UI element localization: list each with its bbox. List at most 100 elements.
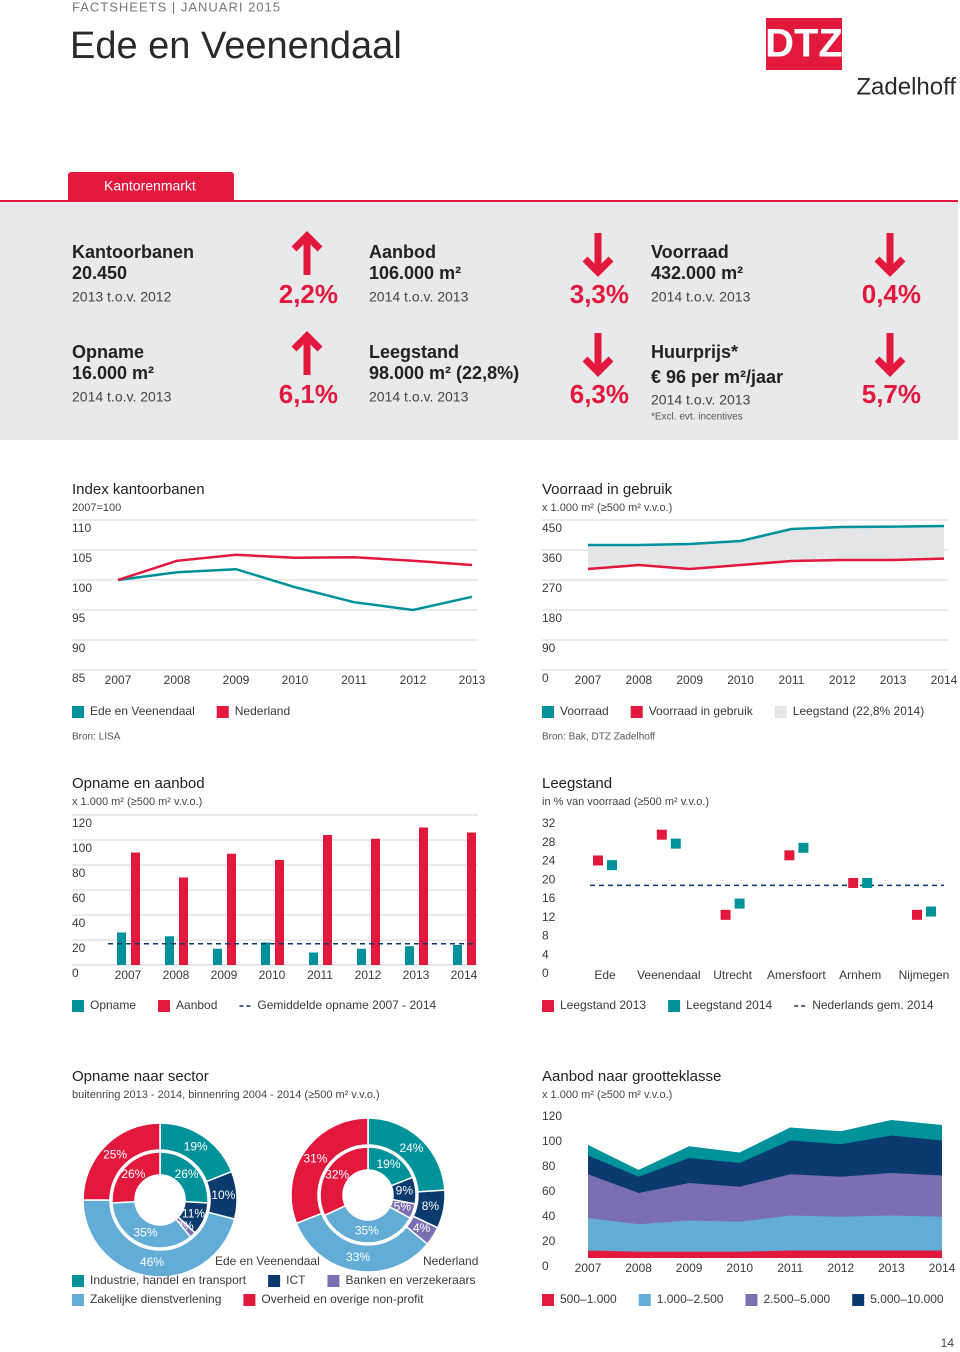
bar	[117, 932, 126, 965]
bar	[371, 838, 380, 965]
legend-label: Opname	[90, 998, 136, 1012]
trend-arrow	[582, 233, 614, 277]
x-tick-label: 2014	[451, 968, 478, 982]
donut-name: Nederland	[423, 1254, 478, 1268]
donut-label: 19%	[184, 1140, 208, 1154]
page-number: 14	[941, 1336, 955, 1350]
bar	[261, 942, 270, 965]
legend-label: Voorraad in gebruik	[649, 704, 754, 718]
kpi-period: 2013 t.o.v. 2012	[72, 289, 172, 305]
kpi-change: 0,4%	[862, 279, 921, 309]
donut-segment	[82, 1122, 161, 1201]
x-tick-label: 2008	[626, 673, 653, 687]
legend-swatch	[158, 1000, 171, 1012]
x-tick-label: Utrecht	[713, 968, 752, 982]
x-tick-label: Arnhem	[839, 968, 881, 982]
legend-label: 5.000–10.000	[870, 1292, 944, 1306]
dot	[848, 877, 859, 888]
x-tick-label: 2008	[163, 968, 190, 982]
donut-segment	[111, 1200, 192, 1249]
dot	[720, 909, 731, 920]
donut-label: 35%	[133, 1226, 157, 1240]
kpi-value: 106.000 m²	[369, 263, 461, 283]
y-tick-label: 16	[542, 891, 556, 905]
dot	[912, 909, 922, 920]
trend-arrow	[291, 331, 323, 375]
dot	[784, 850, 795, 861]
y-tick-label: 28	[542, 835, 556, 849]
bar	[165, 936, 174, 965]
line-series	[117, 567, 473, 612]
y-tick-label: 80	[542, 1159, 556, 1173]
x-tick-label: 2008	[164, 673, 191, 687]
x-tick-label: 2007	[575, 1261, 602, 1275]
legend-label: Overheid en overige non-profit	[261, 1292, 424, 1306]
dot	[656, 829, 667, 840]
chart-title: Leegstand	[542, 775, 612, 792]
chart-title: Opname naar sector	[72, 1068, 209, 1085]
y-tick-label: 85	[72, 671, 86, 685]
x-tick-label: 2011	[307, 968, 333, 982]
trend-arrow	[874, 233, 906, 277]
kpi-label: Opname	[72, 342, 144, 362]
trend-arrow	[582, 333, 614, 377]
legend-label: Leegstand 2013	[560, 998, 646, 1012]
legend-label: 500–1.000	[560, 1292, 617, 1306]
donut-label: 31%	[303, 1151, 327, 1165]
chart-title: Aanbod naar grootteklasse	[542, 1068, 721, 1085]
donut-label: 24%	[399, 1141, 423, 1155]
y-tick-label: 450	[542, 521, 562, 535]
donut-segment	[111, 1151, 161, 1204]
donut-label: 25%	[103, 1147, 127, 1161]
bar	[227, 853, 236, 965]
y-tick-label: 20	[542, 872, 556, 886]
donut-segment	[323, 1204, 412, 1244]
logo: DTZ	[765, 22, 843, 66]
donut-label: 5%	[394, 1200, 412, 1214]
bar	[275, 860, 284, 965]
x-tick-label: 2011	[779, 673, 805, 687]
legend-label: Nederlands gem. 2014	[812, 998, 934, 1012]
y-tick-label: 180	[542, 611, 562, 625]
legend-swatch	[216, 706, 229, 718]
y-tick-label: 60	[72, 891, 86, 905]
x-tick-label: 2013	[403, 968, 430, 982]
donut-label: 26%	[175, 1167, 199, 1181]
kpi-period: 2014 t.o.v. 2013	[651, 289, 751, 305]
bar	[405, 946, 414, 965]
panel-rule	[0, 200, 958, 202]
dot	[926, 906, 936, 917]
x-tick-label: 2008	[625, 1261, 652, 1275]
donut-segment	[290, 1117, 369, 1225]
x-tick-label: 2010	[726, 1261, 753, 1275]
brand: Zadelhoff	[856, 73, 956, 100]
area-band	[588, 1135, 942, 1193]
kpi-value: 432.000 m²	[651, 263, 743, 283]
x-tick-label: 2009	[676, 673, 703, 687]
y-tick-label: 90	[72, 641, 86, 655]
page-title: Ede en Veenendaal	[70, 25, 402, 67]
x-tick-label: 2010	[282, 673, 309, 687]
legend-label: 1.000–2.500	[657, 1292, 724, 1306]
donut-label: 10%	[211, 1188, 235, 1202]
y-tick-label: 110	[72, 521, 91, 535]
legend-swatch	[72, 1275, 84, 1287]
x-tick-label: 2009	[676, 1261, 703, 1275]
y-tick-label: 20	[542, 1234, 556, 1248]
kicker: FACTSHEETS | JANUARI 2015	[72, 0, 281, 14]
y-tick-label: 0	[72, 966, 79, 980]
trend-arrow	[874, 333, 906, 377]
legend-label: Voorraad	[560, 704, 609, 718]
y-tick-label: 40	[72, 916, 86, 930]
legend-label: Banken en verzekeraars	[345, 1273, 475, 1287]
kpi-label: Kantoorbanen	[72, 242, 194, 262]
donut-label: 35%	[355, 1224, 379, 1238]
bar	[131, 852, 140, 965]
donut-label: 46%	[140, 1255, 164, 1269]
legend-label: Industrie, handel en transport	[90, 1273, 247, 1287]
chart-title: Index kantoorbanen	[72, 481, 205, 498]
legend-swatch	[638, 1294, 651, 1306]
x-tick-label: 2010	[259, 968, 286, 982]
legend-label: ICT	[286, 1273, 306, 1287]
x-tick-label: 2009	[211, 968, 238, 982]
